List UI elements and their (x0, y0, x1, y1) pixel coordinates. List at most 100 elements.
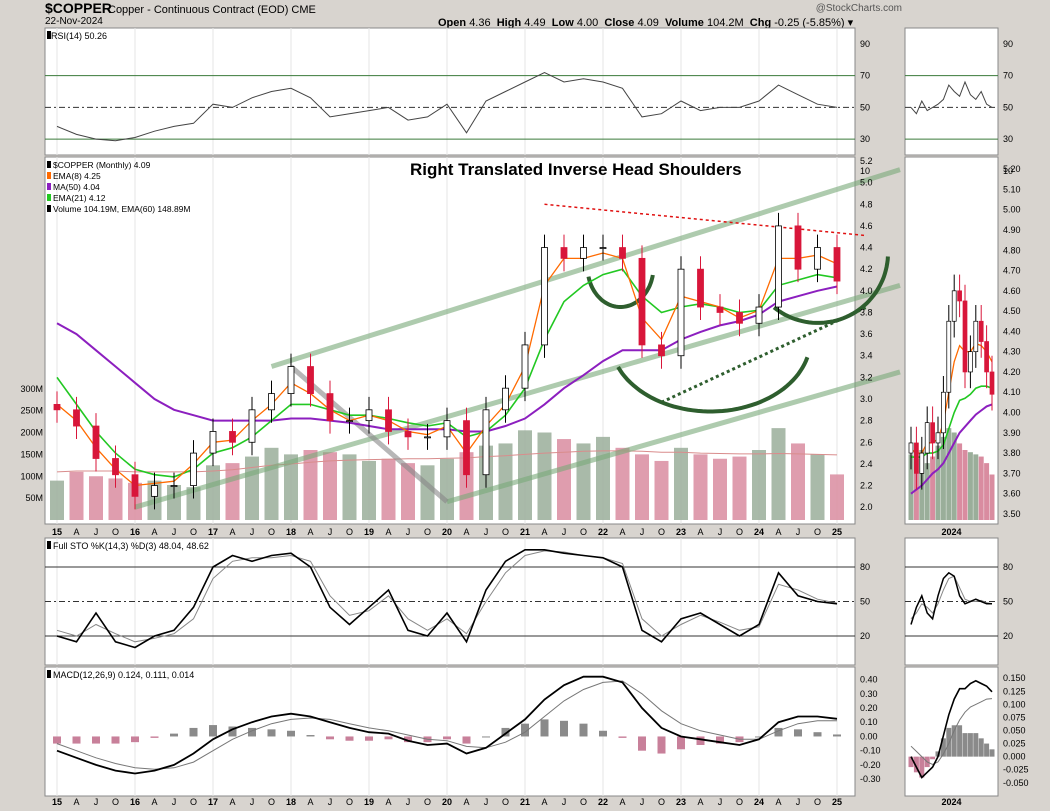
volume-inset-bar (935, 445, 941, 520)
volume-bar (615, 447, 630, 520)
macd-xtick: O (580, 797, 587, 807)
rsi-ytick: 10 (860, 166, 870, 176)
price-legend-entry: MA(50) 4.04 (53, 182, 100, 192)
macd-histogram-bar (228, 726, 237, 737)
price-xtick: O (424, 527, 431, 537)
macd-inset-histogram-bar (973, 733, 979, 757)
candle-body (131, 474, 139, 497)
macd-xtick: O (658, 797, 665, 807)
price-xtick: A (307, 527, 313, 537)
price-inset-ytick: 4.90 (1003, 225, 1021, 235)
volume-bar (713, 458, 727, 520)
volume-label: Volume (664, 17, 704, 29)
volume-inset-bar (967, 452, 973, 520)
rsi-inset-ytick: 70 (1003, 71, 1013, 81)
price-ytick: 2.8 (860, 416, 873, 426)
price-xtick: 24 (754, 527, 764, 537)
macd-inset-histogram-bar (946, 727, 952, 757)
rsi-ytick: 70 (860, 71, 870, 81)
macd-xtick: O (502, 797, 509, 807)
macd-xtick: 19 (364, 797, 374, 807)
macd-ytick: 0.10 (860, 717, 878, 727)
macd-xtick: A (463, 797, 469, 807)
price-xtick: O (736, 527, 743, 537)
price-xtick: A (73, 527, 79, 537)
volume-inset-bar (978, 456, 984, 520)
macd-histogram-bar (462, 736, 471, 744)
price-xtick: J (406, 527, 411, 537)
sto-inset-ytick: 80 (1003, 562, 1013, 572)
candle-inset-body (984, 341, 989, 373)
price-xtick: 15 (52, 527, 62, 537)
macd-inset-xtick: 2024 (941, 797, 961, 807)
price-inset-ytick: 3.50 (1003, 509, 1021, 519)
candle-body (677, 268, 685, 357)
volume-bar (810, 454, 825, 520)
macd-xtick: O (736, 797, 743, 807)
macd-inset-ytick: 0.050 (1003, 726, 1026, 736)
sto-legend: Full STO %K(14,3) %D(3) 48.04, 48.62 (53, 541, 209, 551)
price-inset-ytick: 5.10 (1003, 184, 1021, 194)
macd-xtick: O (268, 797, 275, 807)
macd-histogram-bar (72, 736, 81, 744)
candle-body (833, 247, 841, 282)
macd-ytick: -0.30 (860, 774, 881, 784)
volume-bar (264, 447, 279, 520)
macd-inset-histogram-bar (962, 733, 968, 757)
price-xtick: O (346, 527, 353, 537)
price-xtick: A (619, 527, 625, 537)
candle-inset-body (968, 351, 973, 373)
price-inset-ytick: 5.20 (1003, 164, 1021, 174)
price-inset-ytick: 4.50 (1003, 306, 1021, 316)
price-xtick: J (484, 527, 489, 537)
macd-histogram-bar (774, 727, 783, 737)
macd-histogram-bar (794, 729, 802, 737)
candle-body (365, 409, 373, 422)
candle-body (268, 393, 275, 411)
ohlc-readout: Open 4.36 High 4.49 Low 4.00 Close 4.09 … (438, 16, 853, 29)
macd-xtick: O (190, 797, 197, 807)
macd-ytick: 0.00 (860, 731, 878, 741)
macd-histogram-bar (170, 733, 178, 737)
legend-marker (47, 183, 51, 190)
candle-body (755, 306, 763, 324)
volume-bar (284, 454, 298, 520)
macd-xtick: 15 (52, 797, 62, 807)
macd-inset-panel (904, 666, 999, 797)
candle-body (346, 420, 353, 423)
caret-down-icon[interactable]: ▾ (847, 17, 854, 29)
volume-bar (557, 439, 571, 520)
volume-bar (186, 487, 201, 520)
macd-xtick: O (346, 797, 353, 807)
macd-xtick: 22 (598, 797, 608, 807)
macd-signal-line (56, 680, 838, 770)
macd-histogram-bar (326, 736, 334, 740)
macd-xtick: A (619, 797, 625, 807)
macd-histogram-bar (287, 730, 295, 737)
price-xtick: J (250, 527, 255, 537)
macd-inset-histogram-bar (913, 756, 919, 773)
macd-histogram-bar (131, 736, 139, 743)
price-legend-entry: EMA(21) 4.12 (53, 193, 106, 203)
volume-bar (225, 463, 240, 520)
price-xtick: 17 (208, 527, 218, 537)
macd-inset-ytick: 0.025 (1003, 739, 1026, 749)
macd-inset-ytick: -0.050 (1003, 778, 1029, 788)
macd-legend: MACD(12,26,9) 0.124, 0.111, 0.014 (53, 670, 194, 680)
sto-ytick: 80 (860, 562, 870, 572)
candle-inset-body (924, 422, 930, 454)
price-inset-ytick: 4.60 (1003, 286, 1021, 296)
volume-bar (693, 454, 708, 520)
price-xtick: 20 (442, 527, 452, 537)
price-xtick: 23 (676, 527, 686, 537)
price-ytick: 3.2 (860, 372, 873, 382)
candle-body (287, 366, 295, 394)
legend-marker (47, 194, 51, 201)
volume-tick: 100M (20, 471, 43, 481)
close-label: Close (604, 17, 635, 29)
macd-histogram-bar (696, 736, 705, 745)
macd-histogram-bar (638, 736, 646, 751)
macd-xtick: J (562, 797, 567, 807)
volume-tick: 250M (20, 406, 43, 416)
price-xtick: J (94, 527, 99, 537)
